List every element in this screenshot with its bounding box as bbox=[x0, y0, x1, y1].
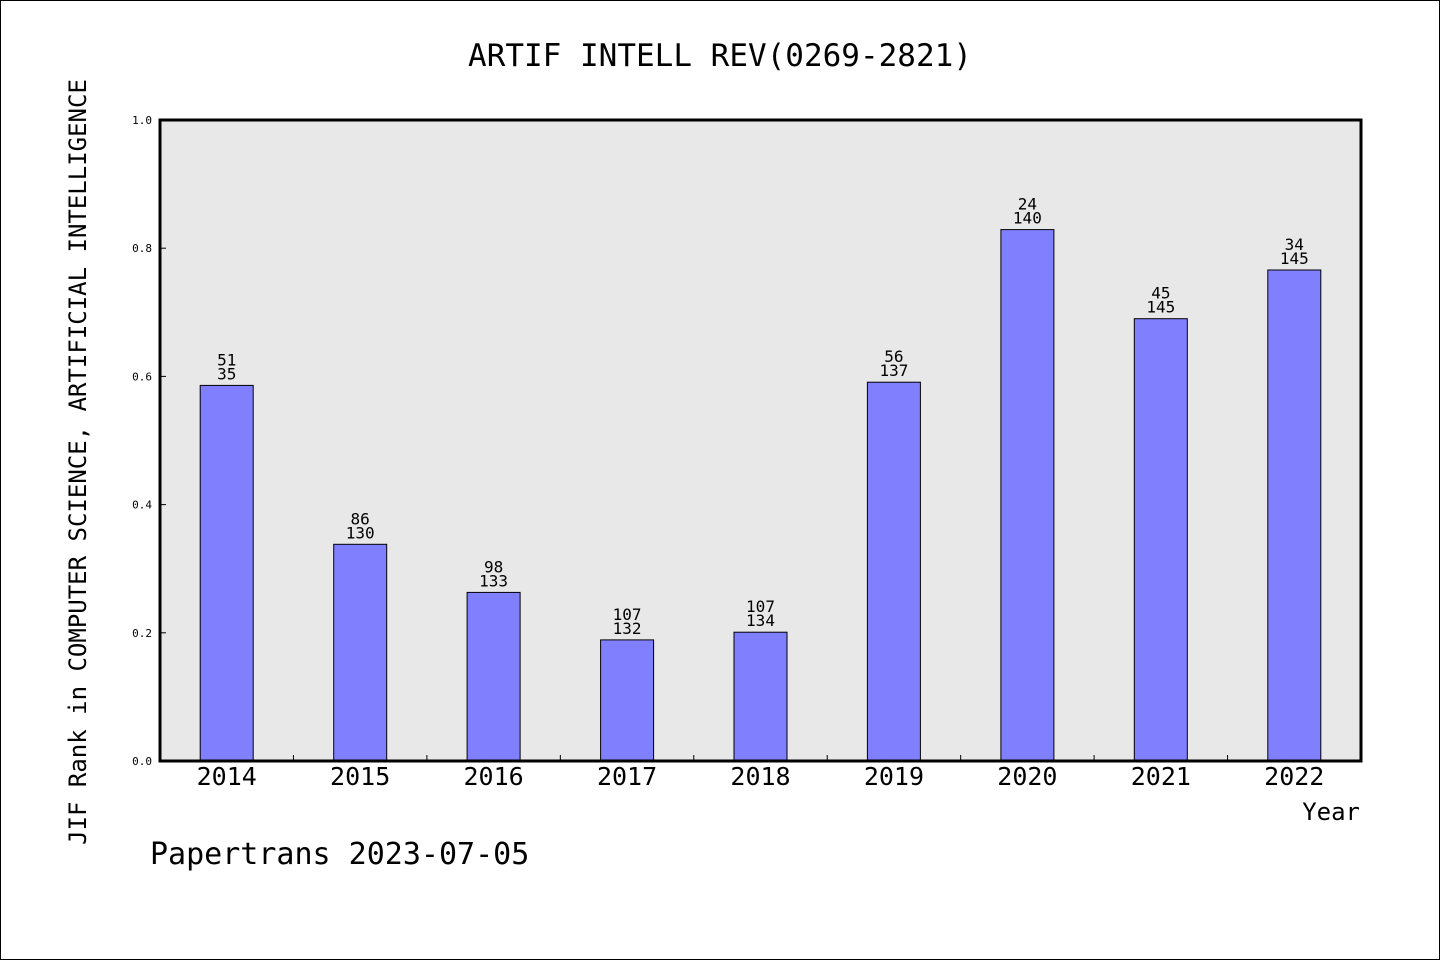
bar-2018 bbox=[733, 631, 788, 762]
x-tick-label-2015: 2015 bbox=[330, 762, 390, 791]
data-labels-group: 5135861309813310713210713456137241404514… bbox=[217, 195, 1309, 638]
plot-border bbox=[158, 118, 1363, 763]
bar-rank-label-2015: 86 bbox=[351, 509, 370, 528]
bar-total-label-2017: 132 bbox=[613, 619, 642, 638]
bar-total-label-2016: 133 bbox=[479, 571, 508, 590]
x-tick-label-2014: 2014 bbox=[197, 762, 257, 791]
chart-title: ARTIF INTELL REV(0269-2821) bbox=[468, 38, 972, 74]
y-tick-label: 0.4 bbox=[132, 499, 152, 512]
bar-total-label-2021: 145 bbox=[1146, 298, 1175, 317]
bar-rank-label-2016: 98 bbox=[484, 557, 503, 576]
x-tick-label-2021: 2021 bbox=[1131, 762, 1191, 791]
y-axis: 0.0 0.2 0.4 0.6 0.8 1.0 bbox=[132, 114, 166, 768]
bar-2015 bbox=[333, 543, 388, 762]
y-tick-label: 1.0 bbox=[132, 114, 152, 127]
bar-rank-label-2017: 107 bbox=[613, 605, 642, 624]
bar-2022 bbox=[1267, 269, 1322, 762]
bar-2016 bbox=[466, 591, 521, 762]
x-axis: 2014 2015 2016 2017 2018 2019 2020 2021 2022 bbox=[197, 755, 1324, 791]
bar-rank-label-2021: 45 bbox=[1151, 284, 1170, 303]
bar-total-label-2022: 145 bbox=[1280, 249, 1309, 268]
y-axis-label: JIF Rank in COMPUTER SCIENCE, ARTIFICIAL… bbox=[64, 79, 92, 845]
bar-total-label-2020: 140 bbox=[1013, 209, 1042, 228]
y-tick-label: 0.0 bbox=[132, 755, 152, 768]
y-tick-label: 0.6 bbox=[132, 370, 152, 383]
bar-rank-label-2019: 56 bbox=[884, 347, 903, 366]
bar-2019 bbox=[866, 381, 921, 762]
bar-total-label-2014: 35 bbox=[217, 364, 236, 383]
bar-total-label-2019: 137 bbox=[879, 361, 908, 380]
bar-rank-label-2018: 107 bbox=[746, 597, 775, 616]
bar-2021 bbox=[1133, 318, 1188, 762]
x-tick-label-2016: 2016 bbox=[464, 762, 524, 791]
bar-2020 bbox=[1000, 229, 1055, 762]
bar-total-label-2015: 130 bbox=[346, 523, 375, 542]
x-axis-label: Year bbox=[1302, 798, 1360, 826]
y-tick-label: 0.8 bbox=[132, 242, 152, 255]
y-tick-label: 0.2 bbox=[132, 627, 152, 640]
x-tick-label-2018: 2018 bbox=[730, 762, 790, 791]
x-tick-label-2019: 2019 bbox=[864, 762, 924, 791]
x-tick-label-2017: 2017 bbox=[597, 762, 657, 791]
x-tick-label-2020: 2020 bbox=[997, 762, 1057, 791]
bar-rank-label-2022: 34 bbox=[1285, 235, 1304, 254]
bar-rank-label-2020: 24 bbox=[1018, 195, 1037, 214]
footer-credit: Papertrans 2023-07-05 bbox=[150, 837, 529, 872]
bar-total-label-2018: 134 bbox=[746, 611, 775, 630]
bar-2017 bbox=[600, 639, 655, 762]
bars-group bbox=[199, 229, 1322, 762]
x-tick-label-2022: 2022 bbox=[1264, 762, 1324, 791]
bar-rank-label-2014: 51 bbox=[217, 350, 236, 369]
bar-2014 bbox=[199, 384, 254, 762]
